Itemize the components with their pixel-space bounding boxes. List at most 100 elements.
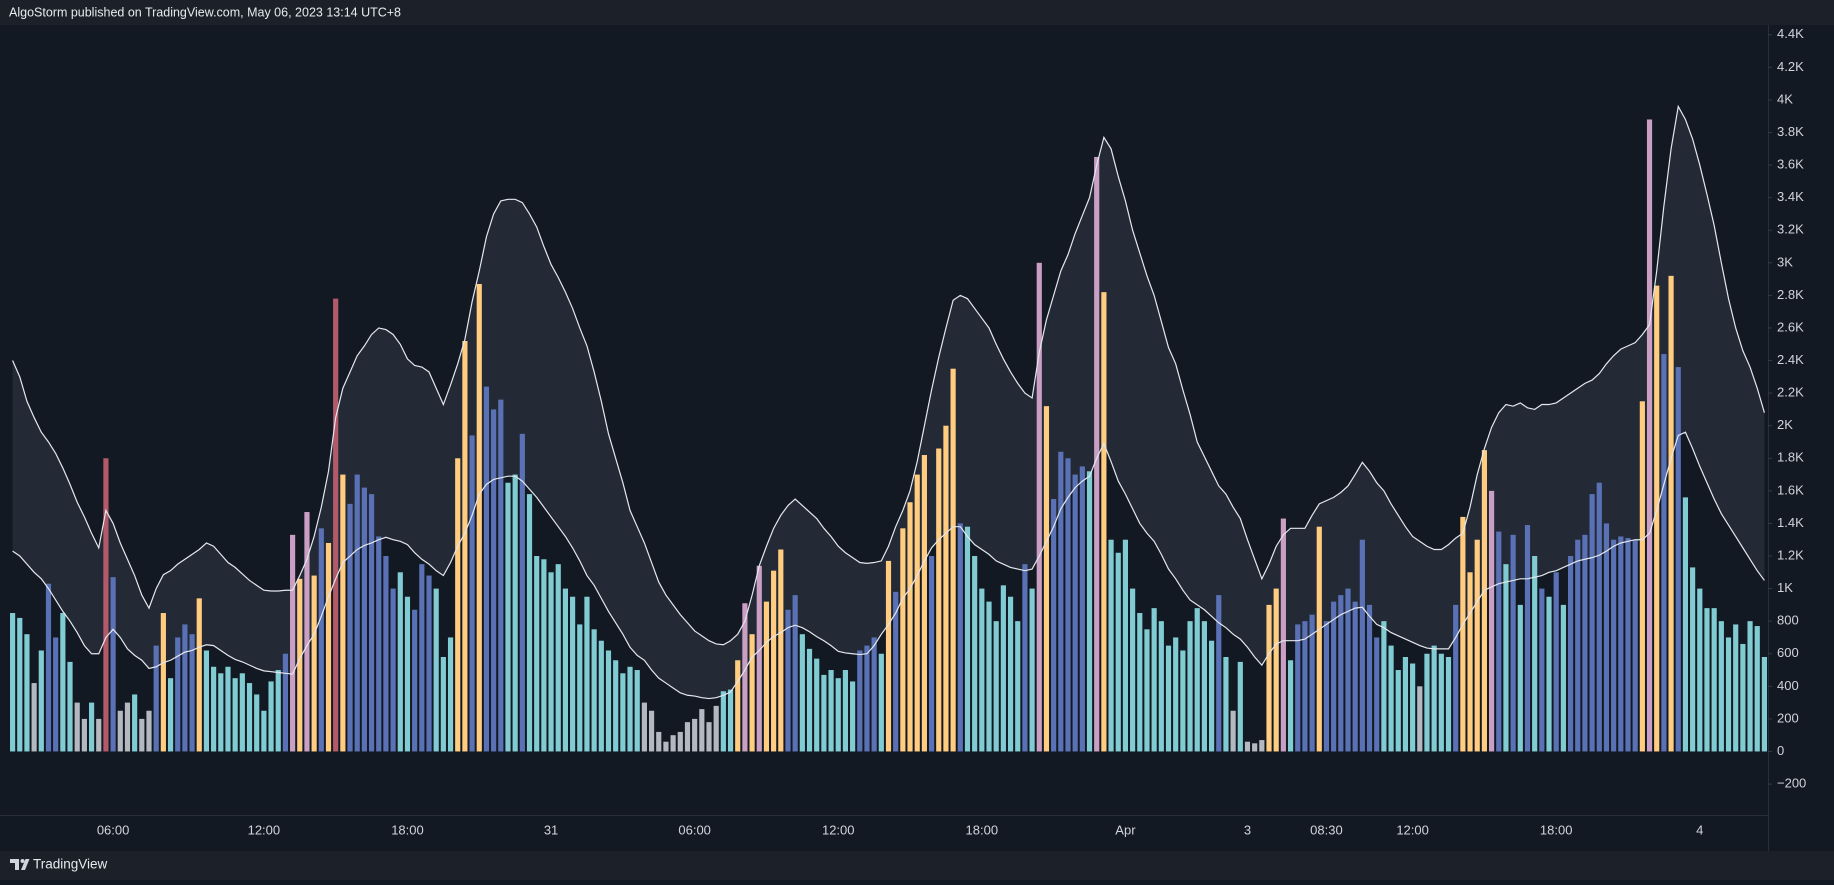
- y-tick-label: 3.8K: [1777, 124, 1804, 139]
- volume-bar: [282, 653, 288, 752]
- volume-bar: [175, 637, 181, 752]
- volume-bar: [1496, 531, 1502, 752]
- volume-bar: [146, 710, 152, 752]
- x-tick-label: 12:00: [1396, 822, 1429, 837]
- volume-bar: [1424, 653, 1430, 752]
- volume-bar: [792, 595, 798, 752]
- volume-bar: [907, 502, 913, 752]
- volume-bar: [1295, 624, 1301, 752]
- y-tick-label: 2.8K: [1777, 287, 1804, 302]
- volume-bar: [1201, 621, 1207, 752]
- volume-bar: [986, 601, 992, 752]
- volume-bar: [246, 683, 253, 752]
- volume-bar: [347, 503, 353, 752]
- volume-bar: [835, 678, 841, 752]
- x-tick-label: 18:00: [966, 822, 999, 837]
- y-tick-label: −200: [1777, 775, 1806, 790]
- volume-bar: [325, 542, 332, 752]
- volume-bar: [333, 298, 339, 752]
- volume-bar: [88, 702, 95, 752]
- y-tick-label: 3K: [1777, 254, 1793, 269]
- volume-bar: [613, 660, 619, 752]
- volume-bar: [1273, 588, 1279, 752]
- volume-bar: [512, 474, 518, 752]
- volume-bar: [1144, 629, 1150, 752]
- volume-bar: [153, 645, 159, 752]
- volume-bar: [1603, 523, 1610, 752]
- volume-bar: [476, 283, 482, 752]
- x-tick-label: 31: [544, 822, 558, 837]
- volume-bar: [498, 399, 504, 752]
- volume-bar: [318, 528, 324, 752]
- volume-bar: [634, 670, 640, 752]
- volume-bar: [1345, 588, 1351, 752]
- volume-bar: [878, 653, 884, 752]
- volume-bar: [505, 482, 511, 752]
- volume-bar: [455, 458, 461, 752]
- volume-bar: [670, 735, 676, 752]
- volume-bar: [469, 435, 475, 752]
- volume-bar: [368, 494, 375, 752]
- volume-bar: [519, 433, 525, 752]
- volume-bar: [1000, 585, 1006, 752]
- y-tick-label: 400: [1777, 678, 1799, 693]
- volume-bar: [1395, 670, 1401, 752]
- volume-bar: [297, 578, 303, 752]
- volume-bar: [60, 613, 66, 752]
- volume-bar: [53, 637, 59, 752]
- volume-bar: [591, 629, 597, 752]
- volume-bar: [763, 601, 770, 752]
- volume-bar: [663, 741, 669, 752]
- volume-bar: [67, 661, 73, 752]
- y-tick-label: 1.6K: [1777, 482, 1804, 497]
- volume-bar: [1366, 604, 1373, 752]
- volume-bar: [1524, 525, 1531, 752]
- volume-bar: [562, 588, 568, 752]
- volume-bar: [1725, 637, 1732, 752]
- volume-bar: [648, 710, 655, 752]
- volume-bar: [1007, 596, 1014, 752]
- volume-bar: [828, 670, 834, 752]
- volume-bar: [677, 731, 683, 752]
- volume-bar: [103, 458, 109, 752]
- volume-bar: [1467, 572, 1473, 752]
- volume-bar: [390, 588, 396, 752]
- volume-bar: [290, 534, 296, 752]
- volume-bar: [1402, 657, 1409, 752]
- volume-bar: [1740, 643, 1746, 752]
- volume-bar: [526, 494, 533, 752]
- volume-bar: [692, 718, 698, 752]
- volume-bar: [928, 556, 935, 752]
- volume-bar: [1079, 466, 1085, 752]
- volume-bar: [534, 556, 540, 752]
- volume-bar: [45, 583, 52, 752]
- volume-bar: [1618, 536, 1624, 752]
- volume-bar: [412, 609, 418, 752]
- x-tick-label: 08:30: [1310, 822, 1343, 837]
- volume-bar: [491, 409, 497, 752]
- volume-bar: [96, 718, 102, 752]
- volume-bar: [239, 673, 245, 752]
- volume-bar: [1151, 608, 1157, 752]
- volume-bar: [1230, 710, 1236, 752]
- volume-bar: [1036, 262, 1042, 752]
- volume-bar: [1101, 292, 1107, 752]
- volume-bar: [1051, 499, 1057, 752]
- volume-bar: [1453, 604, 1459, 752]
- volume-bar: [1252, 743, 1258, 752]
- volume-bar: [871, 637, 877, 752]
- header-bar: [0, 0, 1834, 25]
- y-tick-label: 2.4K: [1777, 352, 1804, 367]
- volume-bar: [799, 634, 805, 752]
- volume-bar: [1029, 588, 1035, 752]
- volume-bar: [196, 598, 202, 752]
- volume-bar: [17, 617, 23, 752]
- volume-bar: [404, 596, 411, 752]
- volume-bar: [1259, 740, 1265, 752]
- volume-bar: [1331, 601, 1337, 752]
- volume-bar: [1704, 608, 1710, 752]
- volume-bar: [426, 575, 432, 752]
- volume-bar: [304, 512, 310, 752]
- volume-bar: [1445, 657, 1452, 752]
